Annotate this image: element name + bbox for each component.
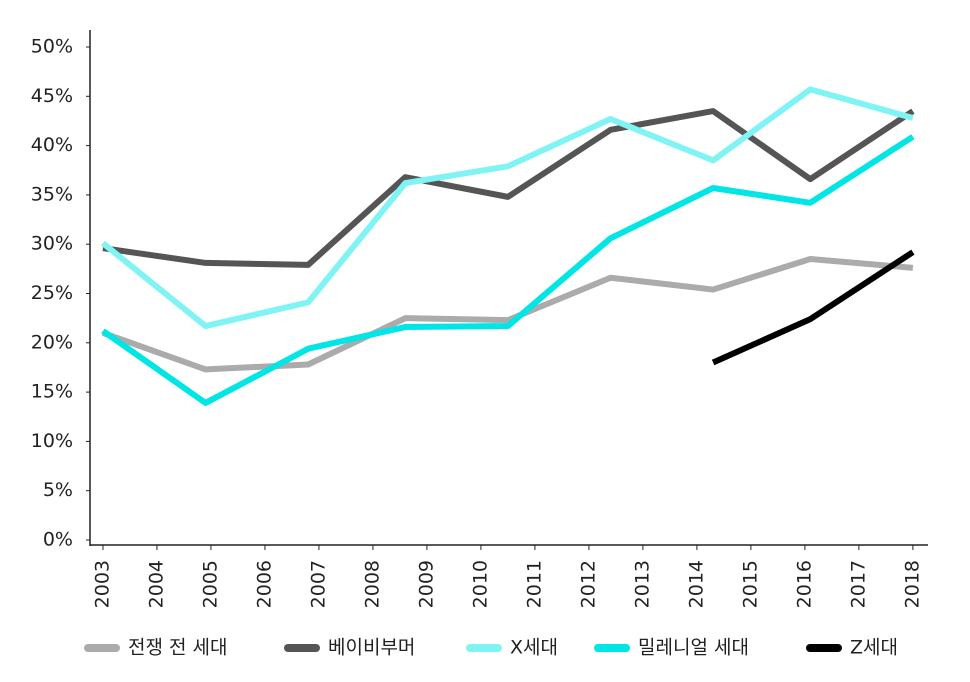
legend-label: 베이비부머 (328, 637, 415, 659)
series-line (101, 134, 915, 406)
x-tick-label: 2004 (145, 560, 167, 608)
x-tick-label: 2007 (307, 560, 329, 608)
y-tick-label: 10% (31, 430, 73, 452)
series-line (101, 86, 914, 330)
x-tick-label: 2008 (361, 560, 383, 608)
x-tick-label: 2018 (901, 560, 923, 608)
legend-label: X세대 (510, 637, 558, 659)
x-tick-label: 2010 (469, 560, 491, 608)
x-tick-label: 2006 (253, 560, 275, 608)
x-tick-label: 2005 (199, 560, 221, 608)
x-tick-label: 2003 (91, 560, 113, 608)
x-tick-label: 2016 (793, 560, 815, 608)
y-tick-label: 40% (31, 134, 73, 156)
series-line (101, 255, 914, 373)
legend-label: Z세대 (850, 637, 898, 659)
y-tick-label: 30% (31, 233, 73, 255)
y-tick-label: 0% (43, 529, 73, 551)
x-tick-label: 2017 (847, 560, 869, 608)
x-tick-label: 2015 (739, 560, 761, 608)
x-tick-label: 2014 (685, 560, 707, 608)
series-line (711, 249, 915, 366)
legend-label: 전쟁 전 세대 (128, 637, 227, 659)
y-tick-label: 25% (31, 282, 73, 304)
x-tick-label: 2011 (523, 560, 545, 608)
x-tick-label: 2009 (415, 560, 437, 608)
legend-label: 밀레니얼 세대 (638, 637, 749, 659)
y-tick-label: 35% (31, 183, 73, 205)
x-tick-label: 2012 (577, 560, 599, 608)
y-tick-label: 20% (31, 331, 73, 353)
x-tick-label: 2013 (631, 560, 653, 608)
series-line (102, 108, 915, 268)
y-tick-label: 15% (31, 381, 73, 403)
y-tick-label: 5% (43, 479, 73, 501)
y-tick-label: 45% (31, 85, 73, 107)
y-tick-label: 50% (31, 36, 73, 58)
